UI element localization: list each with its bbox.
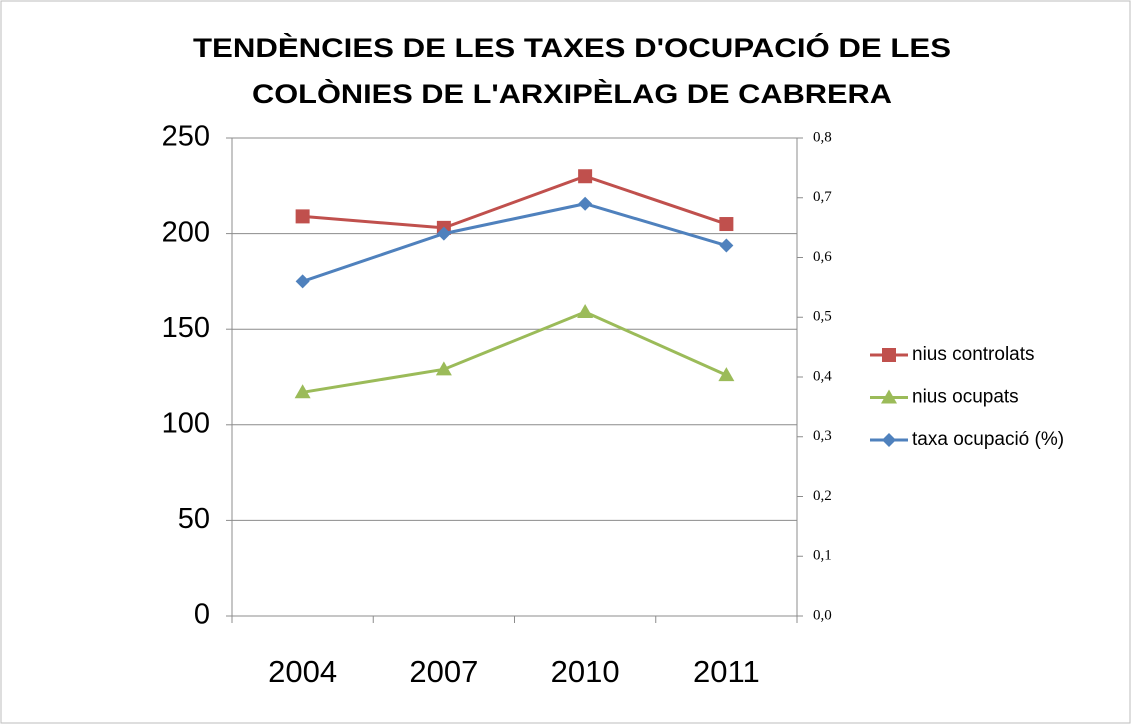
data-point xyxy=(435,361,452,376)
y2-tick-label: 0,2 xyxy=(813,488,832,504)
data-point xyxy=(577,303,594,318)
y2-tick-label: 0,7 xyxy=(813,189,832,205)
data-point xyxy=(295,209,310,224)
y2-tick-label: 0,0 xyxy=(813,607,832,623)
data-point xyxy=(295,274,310,289)
data-point xyxy=(719,238,734,253)
data-point xyxy=(578,196,593,211)
series-line xyxy=(302,310,727,394)
legend-label: nius controlats xyxy=(912,344,1035,365)
x-tick-label: 2011 xyxy=(693,654,760,689)
y2-tick-label: 0,5 xyxy=(813,309,832,325)
y-tick-label: 250 xyxy=(162,121,210,153)
data-point xyxy=(294,384,311,399)
data-point xyxy=(436,226,451,241)
y2-tick-label: 0,3 xyxy=(813,428,832,444)
y2-tick-label: 0,4 xyxy=(813,368,832,384)
legend-label: taxa ocupació (%) xyxy=(912,429,1064,450)
y2-tick-label: 0,1 xyxy=(813,548,832,564)
series-line xyxy=(302,174,727,230)
x-tick-label: 2007 xyxy=(409,654,478,689)
y2-tick-label: 0,8 xyxy=(813,129,832,145)
data-point xyxy=(718,367,735,382)
y-tick-label: 0 xyxy=(194,599,210,631)
chart-title: COLÒNIES DE L'ARXIPÈLAG DE CABRERA xyxy=(252,78,892,109)
chart-title: TENDÈNCIES DE LES TAXES D'OCUPACIÓ DE LE… xyxy=(193,32,951,63)
y2-tick-label: 0,6 xyxy=(813,249,832,265)
y-tick-label: 100 xyxy=(162,407,210,439)
series-line xyxy=(302,202,727,283)
legend-marker xyxy=(881,389,897,404)
legend-marker xyxy=(882,433,896,447)
data-point xyxy=(719,217,734,232)
y-tick-label: 50 xyxy=(178,503,210,535)
data-point xyxy=(578,169,593,184)
legend-marker xyxy=(882,348,896,362)
x-tick-label: 2010 xyxy=(551,654,620,689)
x-tick-label: 2004 xyxy=(268,654,337,689)
y-tick-label: 150 xyxy=(162,312,210,344)
y-tick-label: 200 xyxy=(162,216,210,248)
legend-label: nius ocupats xyxy=(912,387,1019,408)
